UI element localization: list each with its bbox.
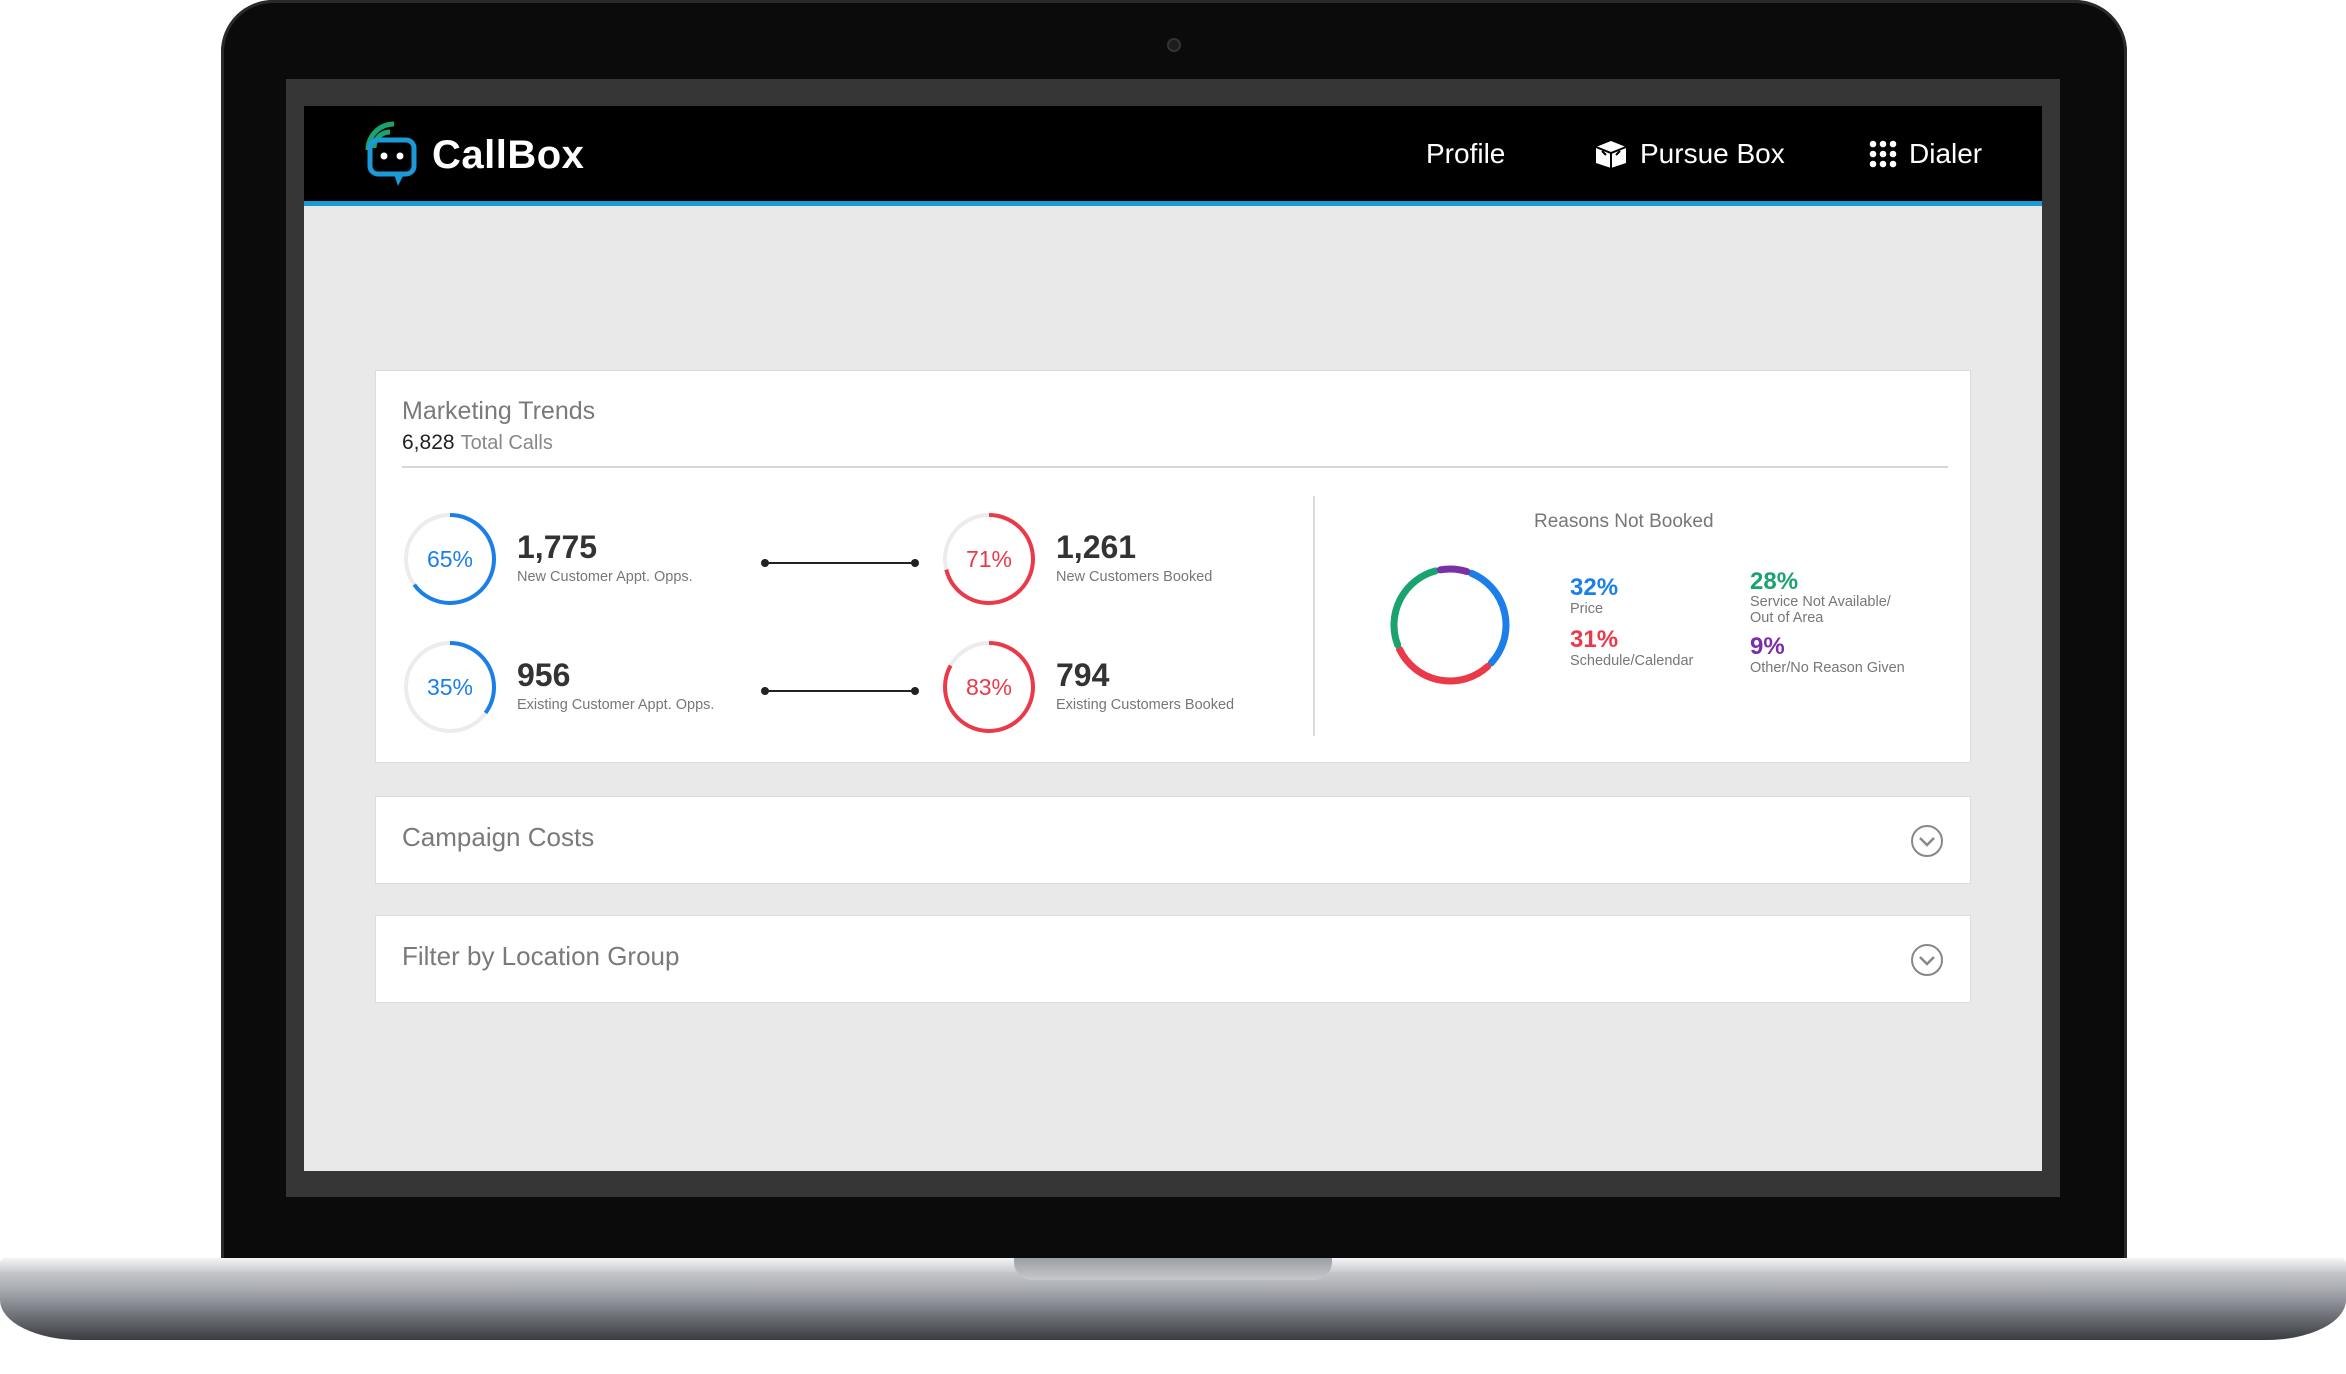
new-opps-count: 1,775 <box>517 529 598 565</box>
legend-price-label: Price <box>1570 601 1604 617</box>
progress-ring <box>404 513 496 605</box>
marketing-trends-title: Marketing Trends <box>402 397 596 425</box>
legend-service-pct: 28% <box>1750 568 1799 595</box>
progress-ring <box>943 641 1035 733</box>
legend-service-label: Service Not Available/ Out of Area <box>1750 594 1891 626</box>
chevron-down-icon[interactable] <box>1910 943 1944 977</box>
webcam <box>1167 38 1181 52</box>
new-booked-label: New Customers Booked <box>1056 569 1213 585</box>
app-name: CallBox <box>432 132 585 177</box>
brand[interactable]: CallBox <box>356 116 584 194</box>
total-calls-value: 6,828 <box>402 431 455 454</box>
reasons-donut-chart <box>1390 565 1510 685</box>
new-opps-label: New Customer Appt. Opps. <box>517 569 693 585</box>
campaign-costs-title: Campaign Costs <box>402 822 595 852</box>
existing-opps-label: Existing Customer Appt. Opps. <box>517 697 715 713</box>
gauge-existing-booked-pct: 83% <box>965 674 1013 700</box>
existing-booked-label: Existing Customers Booked <box>1056 697 1235 713</box>
progress-ring-fill <box>404 641 496 733</box>
progress-ring-fill <box>943 513 1035 605</box>
laptop-base <box>0 1258 2346 1340</box>
gauge-existing-opps-pct: 35% <box>426 674 474 700</box>
connector-line <box>761 687 919 695</box>
laptop-notch <box>1014 1258 1332 1280</box>
top-navbar: CallBox Profile Pursue Box <box>304 106 2042 206</box>
location-filter-title: Filter by Location Group <box>402 941 680 971</box>
gauge-existing-booked: 83% <box>941 639 1037 735</box>
dialpad-icon <box>1869 140 1897 168</box>
progress-ring-fill <box>404 513 496 605</box>
location-filter-panel[interactable]: Filter by Location Group <box>375 915 1971 1003</box>
progress-ring-fill <box>943 641 1035 733</box>
box-icon <box>1594 139 1628 169</box>
campaign-costs-panel[interactable]: Campaign Costs <box>375 796 1971 884</box>
donut-segment-service <box>1390 567 1440 649</box>
marketing-trends-card: Marketing Trends 6,828 Total Calls 65% 1,… <box>375 370 1971 763</box>
chevron-down-icon[interactable] <box>1910 824 1944 858</box>
donut-segment-other <box>1436 565 1471 576</box>
nav-profile-label: Profile <box>1426 138 1506 169</box>
title-divider <box>402 466 1948 468</box>
total-calls-label: Total Calls <box>460 432 553 454</box>
progress-ring <box>943 513 1035 605</box>
gauge-existing-opps: 35% <box>402 639 498 735</box>
gauge-new-opps: 65% <box>402 511 498 607</box>
legend-price-pct: 32% <box>1570 574 1619 601</box>
gauge-new-opps-pct: 65% <box>426 546 474 572</box>
connector-line <box>761 559 919 567</box>
new-booked-count: 1,261 <box>1056 529 1137 565</box>
section-divider <box>1313 496 1315 736</box>
callbox-logo-icon <box>356 116 424 194</box>
donut-segment-price <box>1467 569 1510 667</box>
legend-schedule-pct: 31% <box>1570 626 1619 653</box>
gauge-new-booked: 71% <box>941 511 1037 607</box>
total-calls: 6,828 Total Calls <box>402 431 553 455</box>
nav-profile[interactable]: Profile <box>1426 134 1505 174</box>
nav-dialer-label: Dialer <box>1909 138 1983 169</box>
donut-segment-schedule <box>1396 645 1492 685</box>
gauge-new-booked-pct: 71% <box>965 546 1013 572</box>
nav-dialer[interactable]: Dialer <box>1869 134 1982 174</box>
progress-ring <box>404 641 496 733</box>
existing-booked-count: 794 <box>1056 657 1110 693</box>
legend-schedule-label: Schedule/Calendar <box>1570 653 1694 669</box>
existing-opps-count: 956 <box>517 657 571 693</box>
reasons-not-booked-title: Reasons Not Booked <box>1534 511 1714 532</box>
nav-pursue-box[interactable]: Pursue Box <box>1594 134 1785 174</box>
legend-other-pct: 9% <box>1750 633 1785 660</box>
legend-other-label: Other/No Reason Given <box>1750 660 1905 676</box>
nav-pursue-box-label: Pursue Box <box>1640 138 1785 169</box>
app-screen: CallBox Profile Pursue Box <box>304 106 2042 1171</box>
